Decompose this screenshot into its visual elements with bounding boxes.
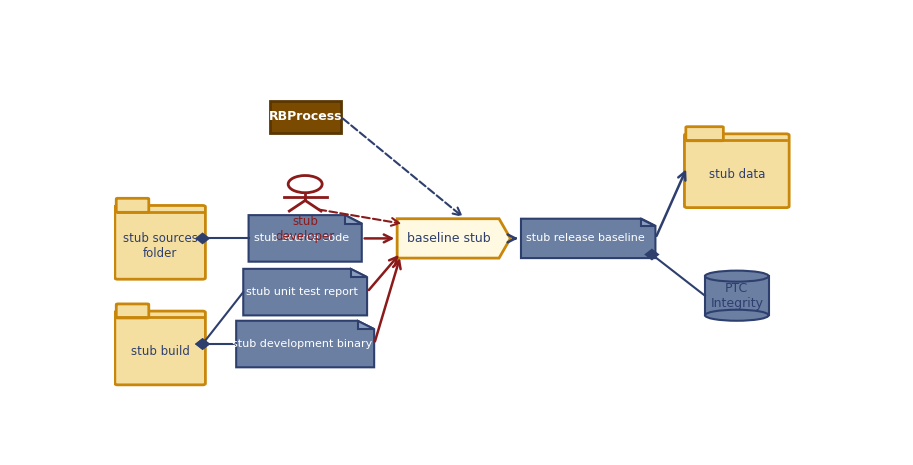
Ellipse shape <box>705 310 769 321</box>
Polygon shape <box>645 250 658 259</box>
PathPatch shape <box>397 219 510 258</box>
Text: stub build: stub build <box>131 345 190 359</box>
PathPatch shape <box>248 215 362 262</box>
Bar <box>270 100 341 133</box>
Text: stub data: stub data <box>708 168 765 181</box>
Text: stub sources
folder: stub sources folder <box>122 232 197 260</box>
Text: baseline stub: baseline stub <box>407 232 491 245</box>
PathPatch shape <box>243 269 367 315</box>
FancyBboxPatch shape <box>115 206 205 279</box>
PathPatch shape <box>521 219 656 258</box>
FancyBboxPatch shape <box>116 198 149 213</box>
Text: stub unit test report: stub unit test report <box>246 287 358 297</box>
Polygon shape <box>196 234 208 243</box>
FancyBboxPatch shape <box>115 311 205 385</box>
PathPatch shape <box>351 269 367 277</box>
PathPatch shape <box>236 321 374 367</box>
Text: stub source code: stub source code <box>255 233 350 243</box>
Bar <box>705 276 769 315</box>
Polygon shape <box>196 339 208 349</box>
FancyBboxPatch shape <box>116 304 149 318</box>
PathPatch shape <box>642 219 656 226</box>
Text: stub
developer: stub developer <box>276 215 335 243</box>
Polygon shape <box>196 339 208 349</box>
FancyBboxPatch shape <box>685 134 789 207</box>
PathPatch shape <box>345 215 362 224</box>
Text: RBProcess: RBProcess <box>268 110 342 123</box>
Text: stub development binary: stub development binary <box>232 339 372 349</box>
PathPatch shape <box>358 321 374 329</box>
Text: PTC
Integrity: PTC Integrity <box>710 282 763 310</box>
Ellipse shape <box>705 271 769 282</box>
FancyBboxPatch shape <box>686 126 723 141</box>
Text: stub release baseline: stub release baseline <box>526 233 645 243</box>
